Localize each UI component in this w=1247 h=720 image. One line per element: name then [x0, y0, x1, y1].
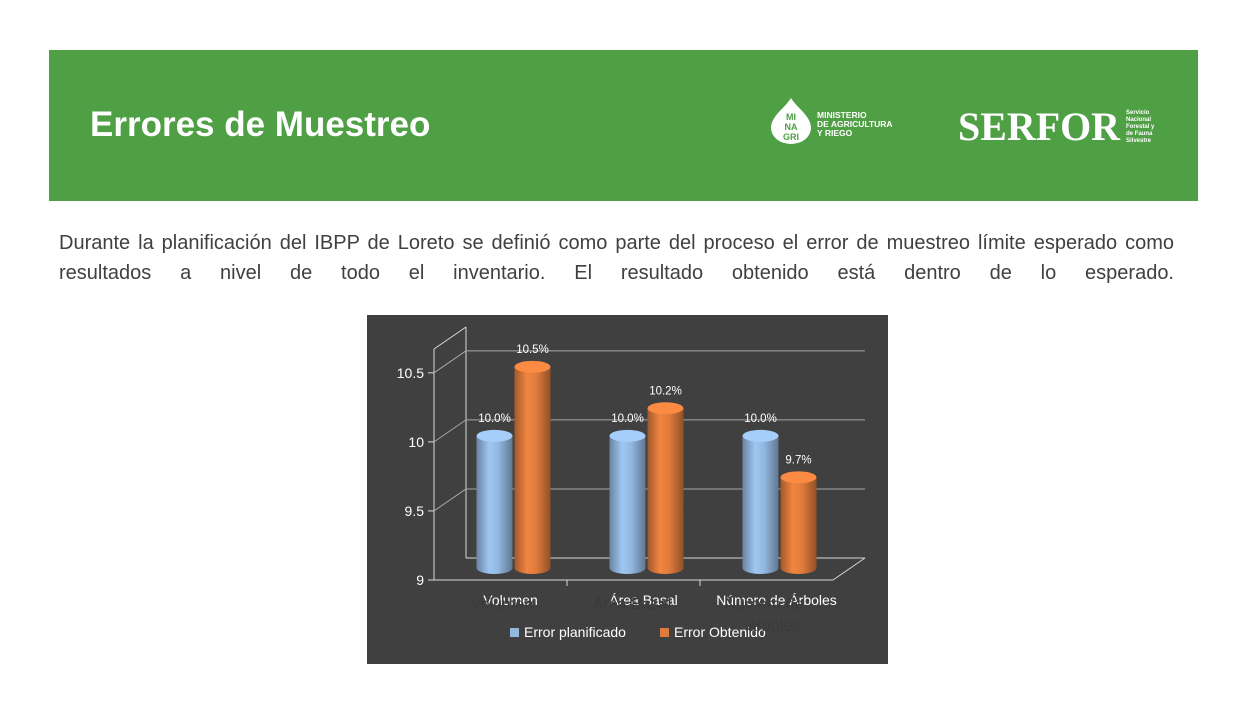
- grid-side-3: [433, 350, 467, 374]
- legend-label-1: Error Obtenido: [674, 624, 766, 640]
- overlay-label-arboles: árboles: [747, 618, 801, 635]
- data-label-1-0: 10.5%: [516, 344, 549, 356]
- bar-top-0-1: [609, 429, 646, 442]
- header-banner: Errores de Muestreo MI NA GRI MINISTERIO…: [49, 50, 1198, 201]
- minagri-mark-1: MI: [786, 112, 796, 122]
- legend-swatch-0: [510, 628, 519, 637]
- x-category-label-0: Volumen: [483, 592, 537, 608]
- serfor-line-2: Nacional: [1126, 117, 1151, 123]
- serfor-line-5: Silvestre: [1126, 138, 1152, 144]
- overlay-label-volumen: Volumen: [470, 596, 534, 613]
- x-category-label-1: Área Basal: [609, 592, 677, 608]
- error-chart: 9 9.5 10 10.5 10.0% 10.5% Volumen 10.0% 10.2% Áre…: [367, 315, 888, 664]
- bar-1-1: [647, 408, 684, 574]
- y-tick-label-2: 10: [408, 434, 424, 450]
- grid-side-1: [433, 488, 467, 512]
- minagri-line-2: DE AGRICULTURA: [817, 119, 893, 129]
- legend-label-0: Error planificado: [524, 624, 626, 640]
- floor-right-edge: [832, 557, 866, 581]
- y-tick-label-1: 9.5: [405, 503, 425, 519]
- bar-top-1-1: [647, 402, 684, 415]
- bar-0-0: [476, 435, 513, 574]
- data-label-0-1: 10.0%: [611, 413, 644, 425]
- axis-left-top-edge: [433, 326, 467, 350]
- grid-side-2: [433, 419, 467, 443]
- y-tick-label-3: 10.5: [397, 365, 424, 381]
- serfor-line-3: Forestal y: [1126, 124, 1155, 130]
- chart-svg: 9 9.5 10 10.5 10.0% 10.5% Volumen 10.0% 10.2% Áre…: [397, 326, 866, 640]
- bar-0-1: [609, 435, 646, 574]
- data-label-0-2: 10.0%: [744, 413, 777, 425]
- bar-0-2: [742, 435, 779, 574]
- drop-icon: [771, 98, 811, 144]
- x-category-label-2: Número de Árboles: [716, 592, 837, 608]
- data-label-1-2: 9.7%: [785, 454, 811, 466]
- serfor-line-4: de Fauna: [1126, 131, 1153, 137]
- serfor-logo: SERFOR Servicio Nacional Forestal y de F…: [958, 106, 1155, 146]
- bar-1-0: [514, 366, 551, 574]
- minagri-logo: MI NA GRI MINISTERIO DE AGRICULTURA Y RI…: [771, 98, 893, 144]
- overlay-label-area-basal: Área Basal: [592, 596, 672, 613]
- serfor-wordmark: SERFOR: [958, 106, 1121, 146]
- serfor-line-1: Servicio: [1126, 110, 1150, 116]
- overlay-label-numero-de: Número de: [724, 596, 804, 613]
- data-label-1-1: 10.2%: [649, 385, 682, 397]
- legend-swatch-1: [660, 628, 669, 637]
- data-label-0-0: 10.0%: [478, 413, 511, 425]
- minagri-line-1: MINISTERIO: [817, 110, 867, 120]
- bar-top-0-0: [476, 429, 513, 442]
- y-tick-label-0: 9: [416, 572, 424, 588]
- bar-1-2: [780, 477, 817, 574]
- bar-top-0-2: [742, 429, 779, 442]
- minagri-line-3: Y RIEGO: [817, 128, 853, 138]
- page-title: Errores de Muestreo: [90, 105, 431, 144]
- bar-top-1-0: [514, 360, 551, 373]
- minagri-mark-3: GRI: [783, 132, 799, 142]
- bar-top-1-2: [780, 471, 817, 484]
- description-paragraph: Durante la planificación del IBPP de Lor…: [59, 232, 1174, 284]
- minagri-mark-2: NA: [785, 122, 798, 132]
